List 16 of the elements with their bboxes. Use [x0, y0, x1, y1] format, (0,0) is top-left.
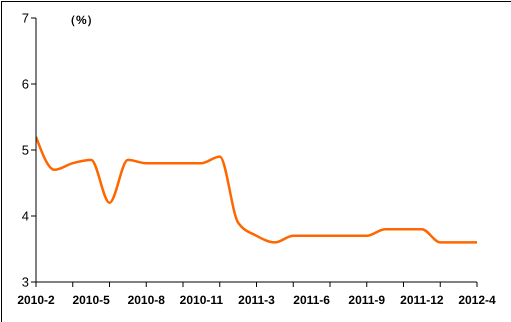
y-tick-label: 3	[22, 274, 29, 290]
y-tick-label: 5	[22, 142, 29, 158]
y-axis-title: （%）	[64, 13, 99, 27]
line-series	[36, 136, 477, 244]
x-tick-label: 2011-6	[293, 293, 330, 307]
x-tick-label: 2010-11	[180, 293, 224, 307]
y-tick-label: 6	[22, 76, 29, 92]
y-tick-label: 4	[22, 208, 29, 224]
x-tick-label: 2010-2	[17, 293, 56, 307]
x-tick-label: 2010-5	[72, 293, 110, 307]
x-tick-label: 2010-8	[128, 293, 166, 307]
x-tick-label: 2011-9	[348, 293, 386, 307]
x-tick-label: 2011-12	[400, 293, 444, 307]
x-tick-label: 2012-4	[458, 293, 496, 307]
x-tick-label: 2011-3	[238, 293, 276, 307]
y-tick-label: 7	[22, 10, 29, 26]
